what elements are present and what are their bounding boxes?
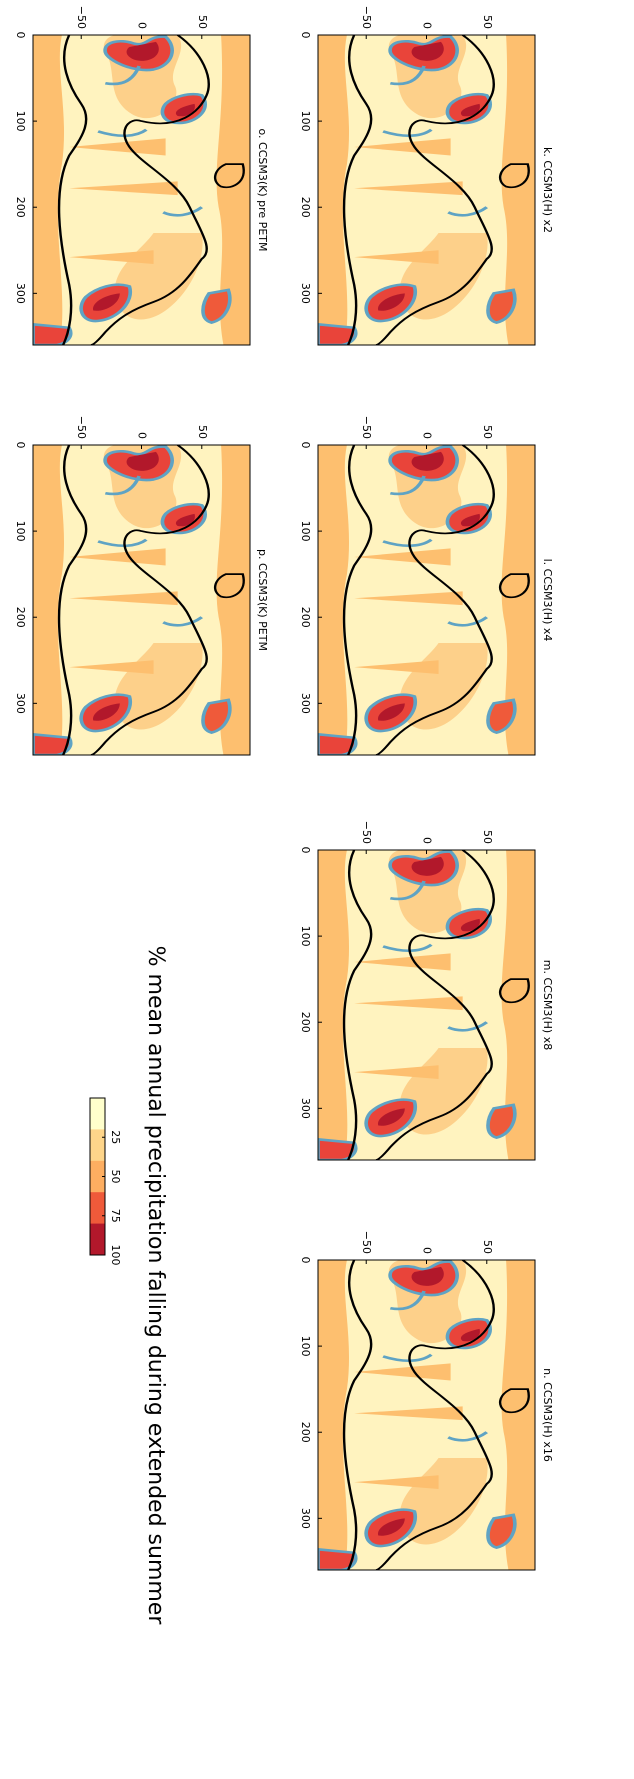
colorbar-tick-label: 100 bbox=[109, 1245, 122, 1266]
y-tick-label: −50 bbox=[360, 1231, 373, 1254]
x-tick-label: 200 bbox=[299, 197, 312, 218]
x-tick-label: 300 bbox=[299, 693, 312, 714]
y-tick-label: 0 bbox=[421, 432, 434, 439]
colorbar-swatch bbox=[90, 1098, 105, 1130]
x-tick-label: 0 bbox=[299, 32, 312, 39]
colorbar-tick-label: 75 bbox=[109, 1209, 122, 1223]
map-field bbox=[318, 1260, 535, 1570]
figure: % mean annual precipitation falling duri… bbox=[0, 0, 634, 1779]
y-tick-label: 50 bbox=[481, 1240, 494, 1254]
x-tick-label: 300 bbox=[299, 1098, 312, 1119]
map-field bbox=[318, 445, 535, 755]
x-tick-label: 0 bbox=[299, 847, 312, 854]
y-tick-label: 50 bbox=[481, 830, 494, 844]
x-tick-label: 100 bbox=[299, 111, 312, 132]
panel-title: o. CCSM3(K) pre PETM bbox=[256, 129, 269, 252]
panel-title: p. CCSM3(K) PETM bbox=[256, 549, 269, 651]
y-tick-label: 50 bbox=[481, 425, 494, 439]
x-tick-label: 200 bbox=[299, 607, 312, 628]
x-tick-label: 100 bbox=[14, 521, 27, 542]
colorbar-swatch bbox=[90, 1192, 105, 1224]
x-tick-label: 200 bbox=[299, 1422, 312, 1443]
rotated-figure: % mean annual precipitation falling duri… bbox=[14, 6, 554, 1626]
y-tick-label: −50 bbox=[360, 821, 373, 844]
y-tick-label: 0 bbox=[421, 22, 434, 29]
panel-title: n. CCSM3(H) x16 bbox=[541, 1368, 554, 1462]
y-tick-label: −50 bbox=[360, 416, 373, 439]
x-tick-label: 100 bbox=[299, 926, 312, 947]
y-tick-label: −50 bbox=[75, 6, 88, 29]
y-tick-label: 0 bbox=[136, 22, 149, 29]
x-tick-label: 100 bbox=[299, 521, 312, 542]
colorbar-swatch bbox=[90, 1129, 105, 1161]
colorbar-tick-label: 25 bbox=[109, 1130, 122, 1144]
y-tick-label: −50 bbox=[360, 6, 373, 29]
map-field bbox=[33, 35, 250, 345]
y-tick-label: 50 bbox=[196, 425, 209, 439]
x-tick-label: 0 bbox=[299, 442, 312, 449]
x-tick-label: 0 bbox=[14, 442, 27, 449]
x-tick-label: 300 bbox=[299, 1508, 312, 1529]
map-field bbox=[318, 850, 535, 1160]
x-tick-label: 100 bbox=[14, 111, 27, 132]
y-tick-label: 0 bbox=[421, 837, 434, 844]
y-tick-label: 0 bbox=[421, 1247, 434, 1254]
x-tick-label: 200 bbox=[14, 607, 27, 628]
x-tick-label: 0 bbox=[14, 32, 27, 39]
y-tick-label: 50 bbox=[481, 15, 494, 29]
panel-title: m. CCSM3(H) x8 bbox=[541, 960, 554, 1050]
colorbar-tick-label: 50 bbox=[109, 1170, 122, 1184]
y-tick-label: −50 bbox=[75, 416, 88, 439]
y-tick-label: 50 bbox=[196, 15, 209, 29]
panel-title: l. CCSM3(H) x4 bbox=[541, 559, 554, 642]
x-tick-label: 200 bbox=[14, 197, 27, 218]
x-tick-label: 300 bbox=[14, 693, 27, 714]
x-tick-label: 300 bbox=[14, 283, 27, 304]
x-tick-label: 100 bbox=[299, 1336, 312, 1357]
colorbar-label: % mean annual precipitation falling duri… bbox=[143, 946, 168, 1626]
colorbar-swatch bbox=[90, 1224, 105, 1256]
map-field bbox=[33, 445, 250, 755]
x-tick-label: 0 bbox=[299, 1257, 312, 1264]
map-field bbox=[318, 35, 535, 345]
panel-title: k. CCSM3(H) x2 bbox=[541, 147, 554, 233]
y-tick-label: 0 bbox=[136, 432, 149, 439]
x-tick-label: 300 bbox=[299, 283, 312, 304]
x-tick-label: 200 bbox=[299, 1012, 312, 1033]
